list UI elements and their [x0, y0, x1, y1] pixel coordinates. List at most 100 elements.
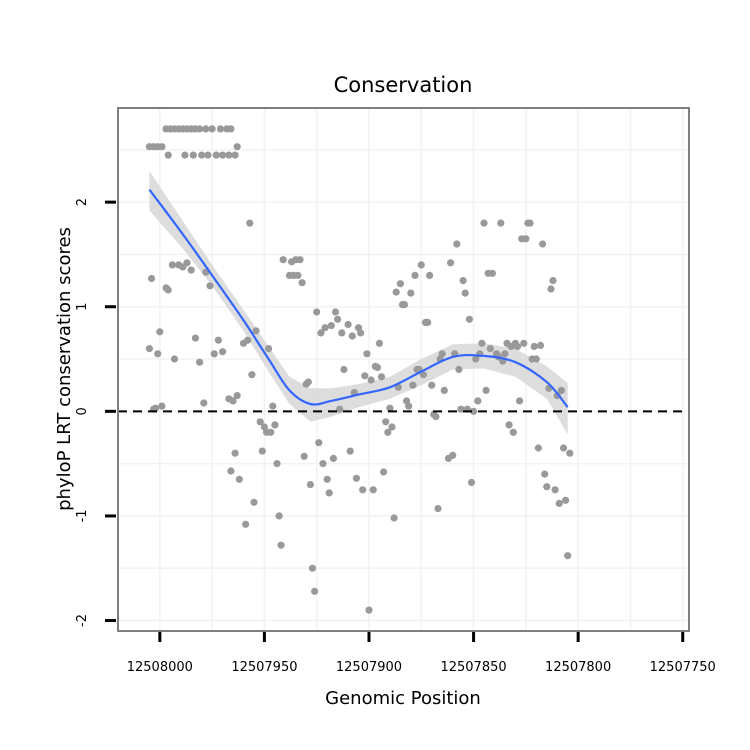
data-point [296, 256, 304, 264]
data-point [352, 474, 360, 482]
data-point [242, 520, 250, 528]
data-point [409, 381, 417, 389]
data-point [390, 514, 398, 522]
data-point [344, 320, 352, 329]
data-point [543, 483, 551, 491]
data-point [534, 444, 543, 452]
data-point [156, 328, 164, 336]
y-axis-label: phyloP LRT conservation scores [54, 227, 75, 511]
data-point [210, 350, 218, 358]
data-point [346, 447, 354, 455]
data-point [252, 327, 260, 335]
data-point [465, 315, 473, 323]
data-point [526, 219, 534, 227]
data-point [327, 322, 335, 330]
data-point [154, 350, 162, 358]
data-point [168, 261, 176, 269]
data-point [271, 421, 279, 429]
data-point [428, 381, 436, 389]
data-point [432, 413, 440, 421]
data-point [214, 336, 222, 344]
data-point [486, 345, 494, 353]
data-point [426, 271, 434, 279]
data-point [566, 449, 574, 457]
data-point [219, 151, 227, 159]
data-point [187, 266, 195, 274]
data-point [405, 402, 413, 410]
data-point [478, 339, 486, 347]
data-point [530, 342, 538, 351]
y-tick-label: 1 [75, 303, 90, 311]
data-point [505, 421, 513, 429]
chart-title: Conservation [334, 73, 473, 97]
data-point [536, 341, 545, 349]
data-point [380, 468, 388, 476]
smooth-line-layer [148, 188, 569, 408]
data-point [367, 376, 375, 384]
data-point [233, 143, 241, 151]
data-point [348, 332, 356, 340]
data-point [539, 240, 547, 248]
data-point [520, 339, 528, 347]
data-point [267, 428, 275, 436]
data-point [250, 498, 258, 506]
data-point [482, 386, 490, 394]
data-point [277, 541, 285, 549]
data-point [461, 289, 469, 297]
data-point [488, 269, 496, 277]
data-point [338, 329, 346, 337]
data-point [212, 151, 220, 159]
data-point [325, 489, 333, 497]
data-point [317, 329, 325, 337]
data-point [189, 151, 197, 159]
data-point [225, 151, 233, 159]
data-point [424, 318, 432, 326]
data-point [522, 235, 530, 243]
data-point [323, 475, 331, 483]
data-point [331, 308, 340, 316]
data-point [384, 428, 392, 436]
data-point [480, 219, 488, 227]
x-axis-label: Genomic Position [325, 688, 481, 709]
data-point [388, 423, 396, 431]
data-point [306, 481, 314, 489]
data-point [555, 499, 563, 507]
data-point [202, 125, 210, 133]
data-point [231, 449, 239, 457]
data-point [164, 286, 172, 294]
data-point [396, 280, 404, 288]
data-point [497, 219, 505, 227]
data-point [516, 397, 524, 405]
data-point [447, 259, 455, 267]
y-axis: -2 -1 0 1 2 [75, 198, 116, 627]
data-point [438, 350, 446, 358]
data-point [440, 386, 448, 394]
data-point [470, 407, 478, 415]
confidence-ribbon [149, 170, 568, 435]
data-point [551, 486, 559, 494]
data-point [158, 143, 166, 151]
data-point [375, 339, 383, 347]
data-point [336, 405, 344, 413]
data-point [311, 587, 319, 595]
data-point [467, 478, 476, 487]
x-tick-label: 12507850 [440, 660, 506, 675]
data-point [256, 418, 264, 426]
data-point [164, 151, 172, 159]
data-point [377, 373, 386, 381]
data-point [204, 151, 212, 159]
data-point [275, 512, 283, 520]
data-point [411, 271, 419, 279]
data-point [269, 402, 277, 410]
data-point [392, 288, 400, 296]
data-point [216, 125, 225, 133]
data-point [191, 334, 199, 342]
data-point [562, 496, 570, 504]
x-tick-label: 12507750 [650, 660, 716, 675]
y-tick-label: -1 [75, 509, 90, 522]
x-tick-label: 12507950 [231, 660, 297, 675]
data-point [229, 397, 237, 405]
data-point [219, 348, 227, 356]
y-tick-label: 0 [75, 407, 90, 415]
